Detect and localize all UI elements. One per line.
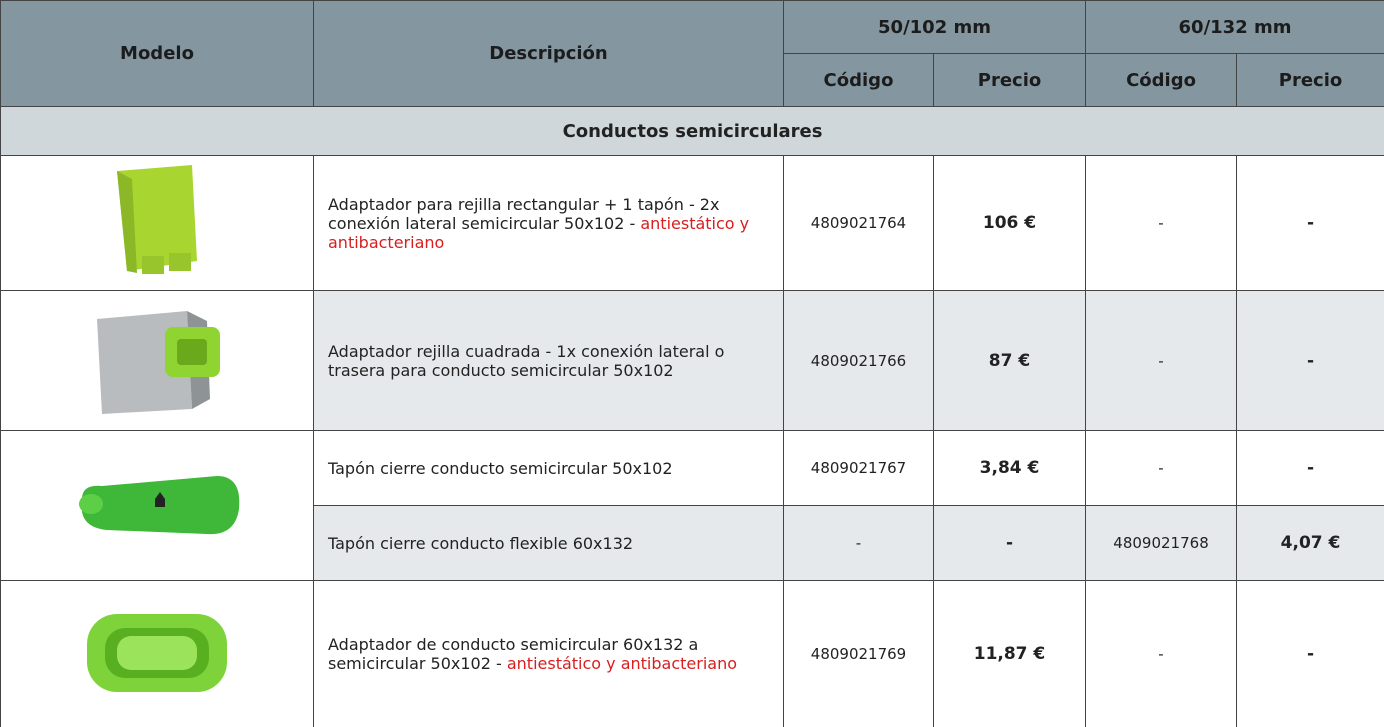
code: 4809021768 xyxy=(1085,505,1238,581)
code: - xyxy=(1085,430,1238,506)
code: - xyxy=(1085,290,1238,431)
code: - xyxy=(1085,155,1238,291)
product-image xyxy=(0,430,314,581)
header-size: 60/132 mm xyxy=(1085,0,1384,54)
code: - xyxy=(783,505,934,581)
code: 4809021766 xyxy=(783,290,934,431)
description-text: Adaptador rejilla cuadrada - 1x conexión… xyxy=(328,341,725,380)
price: 11,87 € xyxy=(932,580,1087,727)
price: - xyxy=(1236,290,1384,431)
price: 3,84 € xyxy=(932,430,1087,506)
code: 4809021764 xyxy=(783,155,934,291)
code: 4809021767 xyxy=(783,430,934,506)
header-description: Descripción xyxy=(313,0,784,107)
description: Tapón cierre conducto semicircular 50x10… xyxy=(313,430,784,506)
image xyxy=(79,475,240,534)
product-image xyxy=(0,155,314,291)
description-text: Tapón cierre conducto flexible 60x132 xyxy=(328,533,634,553)
description-text: Tapón cierre conducto semicircular 50x10… xyxy=(328,458,673,478)
description-text: Adaptador de conducto semicircular 60x13… xyxy=(328,635,699,673)
image xyxy=(117,165,197,274)
price: - xyxy=(1236,155,1384,291)
header-code: Código xyxy=(1085,53,1238,107)
header-model: Modelo xyxy=(0,0,314,107)
description: Adaptador para rejilla rectangular + 1 t… xyxy=(313,155,784,291)
header-size: 50/102 mm xyxy=(782,0,1087,54)
description: Adaptador rejilla cuadrada - 1x conexión… xyxy=(313,290,784,431)
image xyxy=(87,614,227,692)
section-title: Conductos semicirculares xyxy=(0,106,1384,156)
header-code: Código xyxy=(783,53,934,107)
header-price: Precio xyxy=(932,53,1087,107)
product-image xyxy=(0,290,314,431)
image xyxy=(97,310,220,414)
code: 4809021769 xyxy=(783,580,934,727)
description-note: antiestático y antibacteriano xyxy=(506,654,738,673)
price: 87 € xyxy=(932,290,1087,431)
product-image xyxy=(0,580,314,727)
price: - xyxy=(932,505,1087,581)
price: - xyxy=(1236,580,1384,727)
header-price: Precio xyxy=(1236,53,1384,107)
description: Adaptador de conducto semicircular 60x13… xyxy=(313,580,784,727)
price: 4,07 € xyxy=(1236,505,1384,581)
price: - xyxy=(1236,430,1384,506)
description-text: Adaptador para rejilla rectangular + 1 t… xyxy=(328,194,720,233)
description-note: antiestático y antibacteriano xyxy=(328,213,750,252)
price: 106 € xyxy=(932,155,1087,291)
code: - xyxy=(1085,580,1238,727)
description: Tapón cierre conducto flexible 60x132 xyxy=(313,505,784,581)
